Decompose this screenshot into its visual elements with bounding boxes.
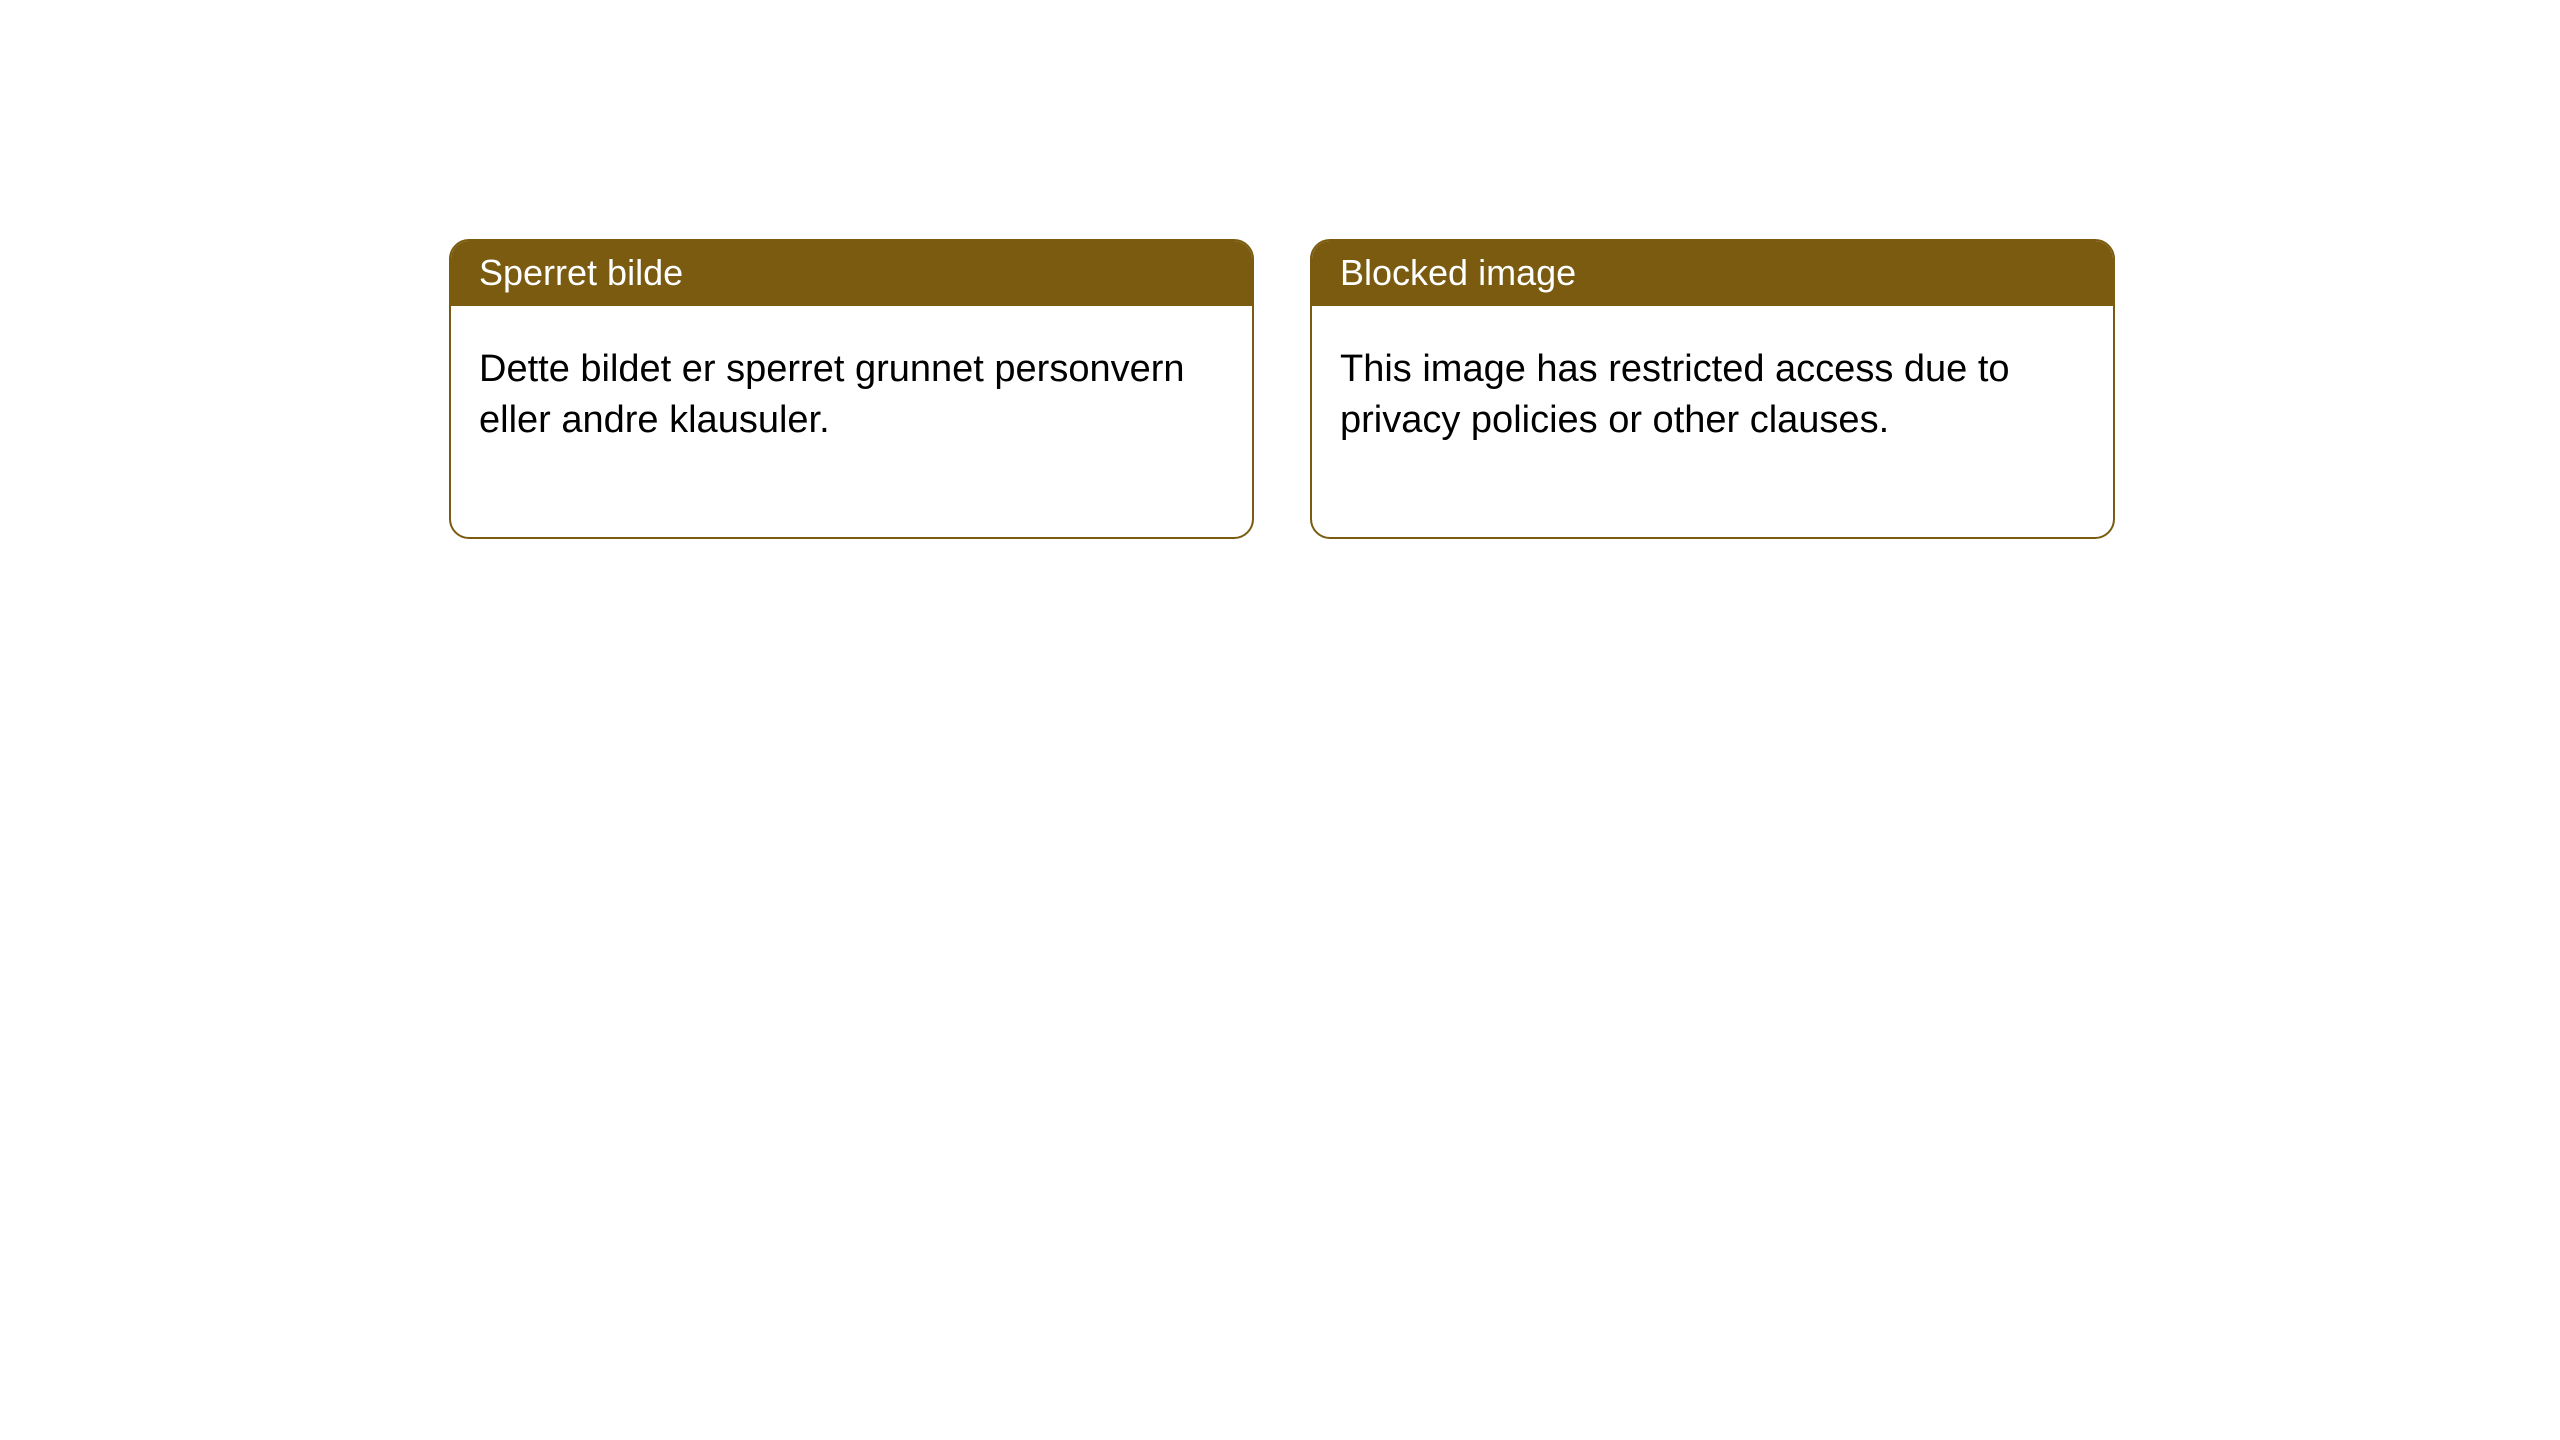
notice-card-english: Blocked image This image has restricted …	[1310, 239, 2115, 539]
notice-title: Blocked image	[1312, 241, 2113, 306]
notice-card-norwegian: Sperret bilde Dette bildet er sperret gr…	[449, 239, 1254, 539]
notice-title: Sperret bilde	[451, 241, 1252, 306]
notice-container: Sperret bilde Dette bildet er sperret gr…	[0, 0, 2560, 539]
notice-body: Dette bildet er sperret grunnet personve…	[451, 306, 1252, 537]
notice-body: This image has restricted access due to …	[1312, 306, 2113, 537]
